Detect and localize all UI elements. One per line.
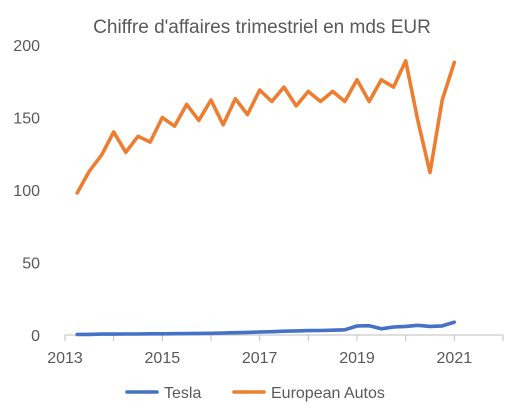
x-axis-tick-labels: 2013 2015 2017 2019 2021 (47, 350, 472, 367)
y-tick-label: 50 (22, 256, 40, 273)
x-tick-label: 2013 (47, 350, 83, 367)
series-lines (75, 59, 457, 337)
legend-label: Tesla (164, 385, 201, 402)
legend-label: European Autos (271, 385, 385, 402)
x-tick-label: 2019 (339, 350, 375, 367)
x-tick-label: 2017 (242, 350, 278, 367)
y-tick-label: 150 (13, 111, 40, 128)
series-line-european-autos (75, 59, 457, 195)
series-line-tesla (75, 320, 457, 337)
y-tick-label: 0 (31, 328, 40, 345)
chart-title: Chiffre d'affaires trimestriel en mds EU… (93, 17, 431, 38)
x-axis-tick-marks (64, 335, 504, 341)
y-tick-label: 100 (13, 183, 40, 200)
x-tick-label: 2015 (145, 350, 181, 367)
legend: Tesla European Autos (125, 385, 385, 402)
x-tick-label: 2021 (437, 350, 473, 367)
y-tick-label: 200 (13, 38, 40, 55)
y-axis-tick-labels: 0 50 100 150 200 (13, 38, 40, 345)
